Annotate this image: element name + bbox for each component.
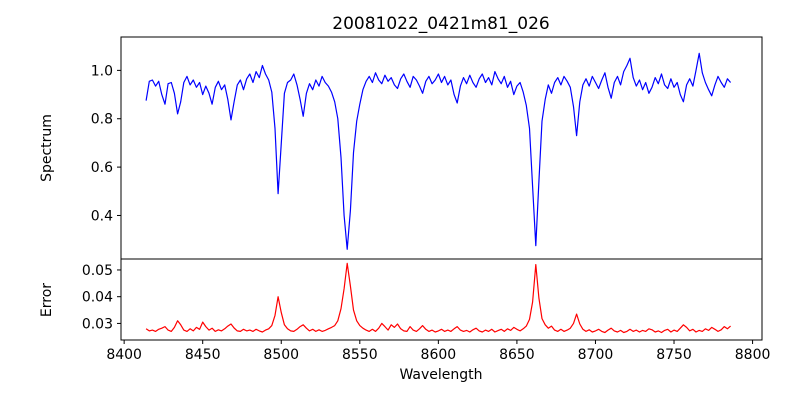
- top-panel-border: [120, 36, 763, 260]
- x-tick-label: 8600: [421, 347, 457, 363]
- x-tick-label: 8800: [735, 347, 771, 363]
- x-tick-label: 8450: [185, 347, 221, 363]
- spectrum-line: [145, 52, 732, 250]
- bottom-y-tick-label: 0.03: [82, 316, 113, 332]
- x-tick-label: 8400: [106, 347, 142, 363]
- x-tick-label: 8750: [656, 347, 692, 363]
- top-y-tick-label: 0.4: [91, 208, 113, 224]
- top-y-tick-label: 0.6: [91, 160, 113, 176]
- bottom-y-tick-label: 0.05: [82, 263, 113, 279]
- x-tick-label: 8500: [263, 347, 299, 363]
- error-line: [145, 262, 731, 334]
- bottom-y-tick-label: 0.04: [82, 290, 113, 306]
- bottom-panel-border: [120, 258, 763, 341]
- top-y-tick-label: 1.0: [91, 63, 113, 79]
- x-axis-label: Wavelength: [399, 367, 482, 383]
- y-axis-label-error: Error: [39, 283, 55, 317]
- y-axis-label-spectrum: Spectrum: [39, 114, 55, 182]
- x-tick-label: 8650: [499, 347, 535, 363]
- x-tick-label: 8550: [342, 347, 378, 363]
- chart-title: 20081022_0421m81_026: [332, 14, 549, 34]
- x-tick-label: 8700: [578, 347, 614, 363]
- top-y-tick-label: 0.8: [91, 112, 113, 128]
